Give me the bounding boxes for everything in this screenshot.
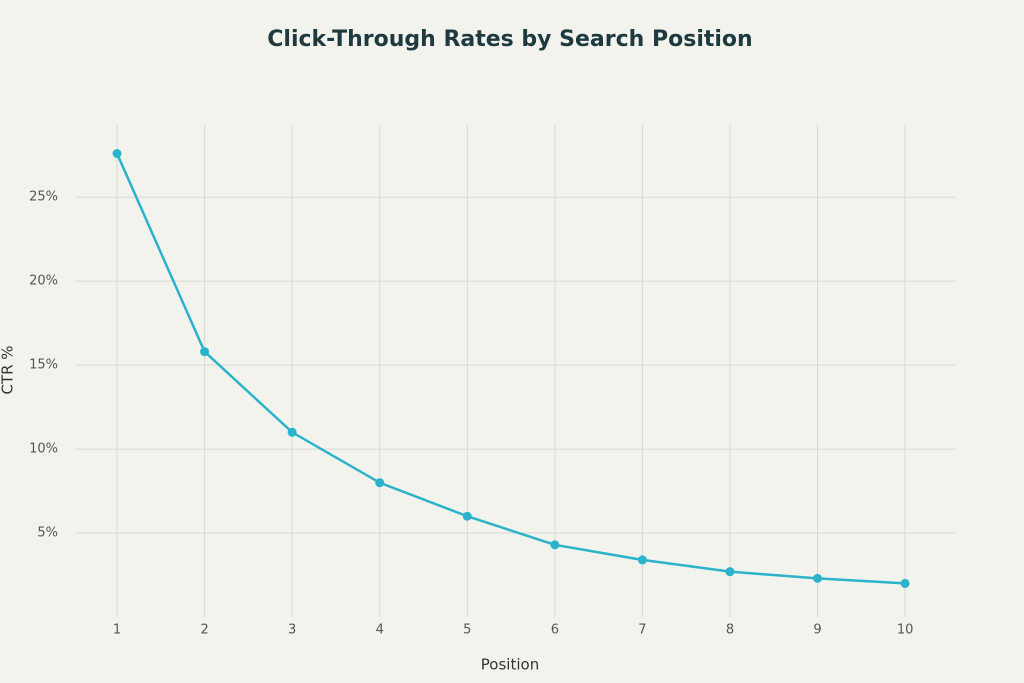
point: [200, 347, 210, 357]
point: [637, 555, 647, 565]
point: [813, 573, 823, 583]
y-tick-label: 10%: [29, 442, 58, 457]
point: [725, 567, 735, 577]
y-tick-label: 15%: [29, 358, 58, 373]
point: [375, 478, 385, 488]
x-tick-label: 4: [376, 623, 384, 638]
point: [462, 511, 472, 521]
line: [115, 153, 906, 585]
x-tick-label: 8: [726, 623, 734, 638]
chart-title: Click-Through Rates by Search Position: [267, 27, 752, 52]
point: [900, 578, 910, 588]
x-tick-label: 2: [200, 623, 208, 638]
y-axis-label: CTR %: [0, 345, 17, 394]
y-tick-label: 5%: [37, 526, 58, 541]
y-tick-label: 25%: [29, 190, 58, 205]
x-tick-label: 6: [551, 623, 559, 638]
x-tick-label: 5: [463, 623, 471, 638]
y-tick-label: 20%: [29, 274, 58, 289]
x-axis-label: Position: [481, 656, 539, 674]
x-tick-label: 3: [288, 623, 296, 638]
x-tick-label: 1: [113, 623, 121, 638]
point: [287, 427, 297, 437]
x-tick-label: 7: [638, 623, 646, 638]
point: [112, 149, 122, 159]
x-tick-label: 9: [813, 623, 821, 638]
x-tick-label: 10: [897, 623, 914, 638]
point: [550, 540, 560, 550]
